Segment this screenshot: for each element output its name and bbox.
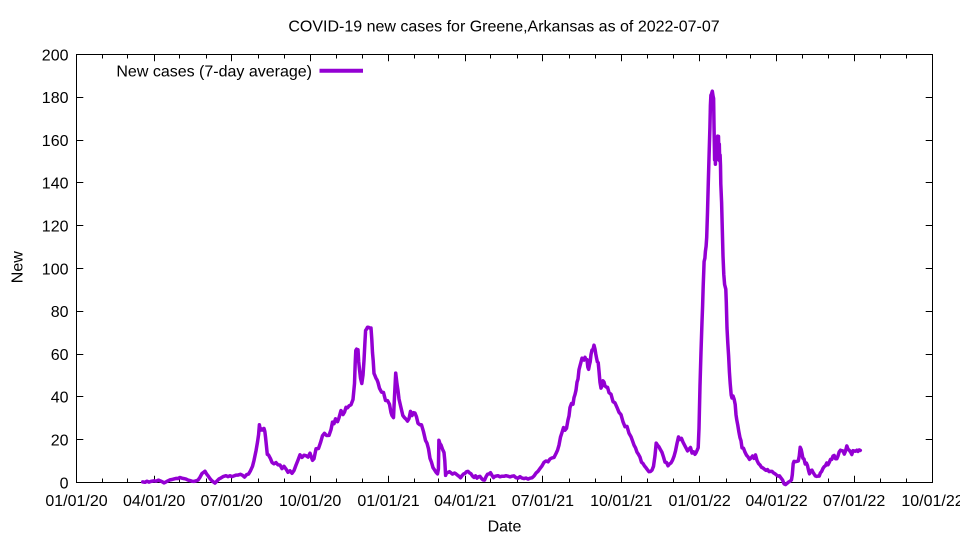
svg-text:140: 140	[42, 176, 69, 193]
svg-text:COVID-19 new cases for Greene,: COVID-19 new cases for Greene,Arkansas a…	[288, 19, 719, 36]
svg-text:100: 100	[42, 261, 69, 278]
svg-text:0: 0	[60, 475, 69, 492]
svg-text:10/01/21: 10/01/21	[590, 493, 652, 510]
svg-text:10/01/20: 10/01/20	[279, 493, 341, 510]
svg-text:120: 120	[42, 219, 69, 236]
svg-text:10/01/22: 10/01/22	[901, 493, 960, 510]
svg-text:04/01/22: 04/01/22	[745, 493, 807, 510]
svg-text:01/01/21: 01/01/21	[357, 493, 419, 510]
svg-text:40: 40	[51, 390, 69, 407]
svg-text:180: 180	[42, 90, 69, 107]
svg-text:04/01/20: 04/01/20	[123, 493, 185, 510]
svg-text:Date: Date	[488, 519, 522, 536]
svg-text:01/01/20: 01/01/20	[45, 493, 107, 510]
svg-text:01/01/22: 01/01/22	[669, 493, 731, 510]
svg-text:60: 60	[51, 347, 69, 364]
svg-text:160: 160	[42, 133, 69, 150]
svg-text:New cases (7-day average): New cases (7-day average)	[116, 64, 312, 81]
svg-text:80: 80	[51, 304, 69, 321]
svg-text:07/01/21: 07/01/21	[512, 493, 574, 510]
svg-text:New: New	[9, 251, 26, 283]
svg-text:07/01/20: 07/01/20	[201, 493, 263, 510]
svg-text:04/01/21: 04/01/21	[434, 493, 496, 510]
svg-text:07/01/22: 07/01/22	[823, 493, 885, 510]
svg-text:20: 20	[51, 433, 69, 450]
svg-text:200: 200	[42, 47, 69, 64]
